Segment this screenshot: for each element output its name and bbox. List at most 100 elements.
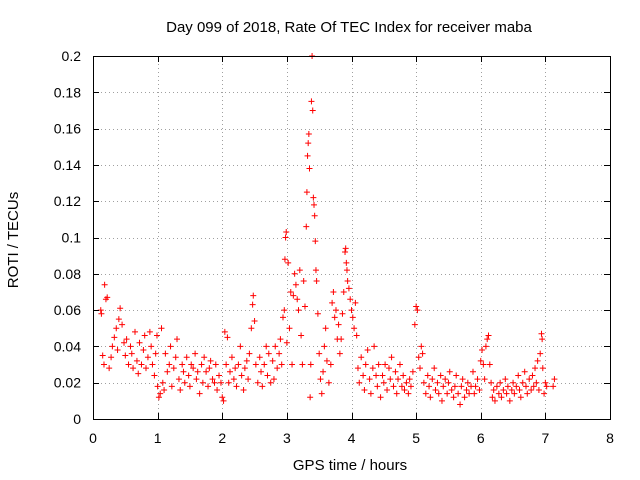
data-point: [340, 288, 347, 295]
data-point: [413, 303, 420, 310]
data-point: [388, 354, 395, 361]
data-point: [157, 390, 164, 397]
data-point: [308, 98, 315, 105]
data-point: [342, 245, 349, 252]
data-point: [278, 361, 285, 368]
y-tick-label: 0.18: [54, 84, 81, 100]
data-point: [272, 343, 279, 350]
data-point: [100, 361, 107, 368]
data-point: [148, 343, 155, 350]
data-point: [263, 343, 270, 350]
data-point: [249, 301, 256, 308]
data-point: [434, 379, 441, 386]
data-point: [490, 386, 497, 393]
data-point: [164, 368, 171, 375]
data-point: [274, 365, 281, 372]
data-point: [543, 383, 550, 390]
data-point: [387, 376, 394, 383]
data-point: [149, 361, 156, 368]
data-point: [309, 107, 316, 114]
x-tick-label: 0: [89, 430, 97, 446]
y-tick-label: 0.16: [54, 121, 81, 137]
data-point: [403, 379, 410, 386]
data-point: [167, 343, 174, 350]
data-point: [246, 350, 253, 357]
data-point: [445, 379, 452, 386]
data-point: [235, 361, 242, 368]
data-point: [283, 339, 290, 346]
data-point: [431, 365, 438, 372]
data-point: [307, 394, 314, 401]
data-point: [396, 361, 403, 368]
data-point: [343, 267, 350, 274]
data-point: [144, 354, 151, 361]
data-point: [440, 383, 447, 390]
data-point: [519, 379, 526, 386]
data-point: [224, 334, 231, 341]
data-point: [281, 256, 288, 263]
data-point: [400, 372, 407, 379]
y-tick-label: 0.1: [62, 230, 82, 246]
data-point: [186, 383, 193, 390]
data-point: [374, 383, 381, 390]
data-point: [354, 365, 361, 372]
data-point: [311, 201, 318, 208]
data-point: [292, 281, 299, 288]
data-point: [366, 376, 373, 383]
data-point: [296, 267, 303, 274]
data-point: [418, 343, 425, 350]
data-point: [205, 383, 212, 390]
data-point: [432, 386, 439, 393]
data-point: [469, 368, 476, 375]
data-point: [179, 361, 186, 368]
data-point: [477, 357, 484, 364]
data-point: [153, 332, 160, 339]
data-point: [541, 390, 548, 397]
data-point: [259, 383, 266, 390]
data-point: [162, 350, 169, 357]
data-point: [130, 365, 137, 372]
data-point: [142, 365, 149, 372]
data-point: [206, 365, 213, 372]
data-point: [290, 292, 297, 299]
data-point: [317, 376, 324, 383]
data-point: [336, 350, 343, 357]
data-point: [115, 316, 122, 323]
data-point: [453, 372, 460, 379]
data-point: [508, 386, 515, 393]
x-tick-label: 2: [218, 430, 226, 446]
data-point: [420, 379, 427, 386]
data-point: [152, 350, 159, 357]
data-point: [305, 131, 312, 138]
data-point: [451, 383, 458, 390]
data-point: [539, 365, 546, 372]
data-point: [398, 383, 405, 390]
data-point: [248, 325, 255, 332]
data-point: [119, 321, 126, 328]
data-point: [219, 394, 226, 401]
data-point: [367, 390, 374, 397]
data-point: [216, 372, 223, 379]
data-point: [522, 383, 529, 390]
data-point: [361, 386, 368, 393]
data-point: [101, 281, 108, 288]
x-axis-title: GPS time / hours: [293, 457, 407, 474]
data-point: [258, 368, 265, 375]
data-point: [117, 305, 124, 312]
data-point: [220, 397, 227, 404]
data-point: [435, 390, 442, 397]
y-tick-label: 0.06: [54, 302, 81, 318]
data-point: [491, 397, 498, 404]
data-point: [455, 390, 462, 397]
data-point: [214, 386, 221, 393]
data-point: [480, 361, 487, 368]
data-point: [406, 376, 413, 383]
data-point: [463, 386, 470, 393]
data-point: [371, 343, 378, 350]
data-point: [303, 189, 310, 196]
data-point: [300, 278, 307, 285]
data-point: [279, 314, 286, 321]
data-point: [250, 292, 257, 299]
x-tick-label: 6: [477, 430, 485, 446]
data-point: [282, 234, 289, 241]
